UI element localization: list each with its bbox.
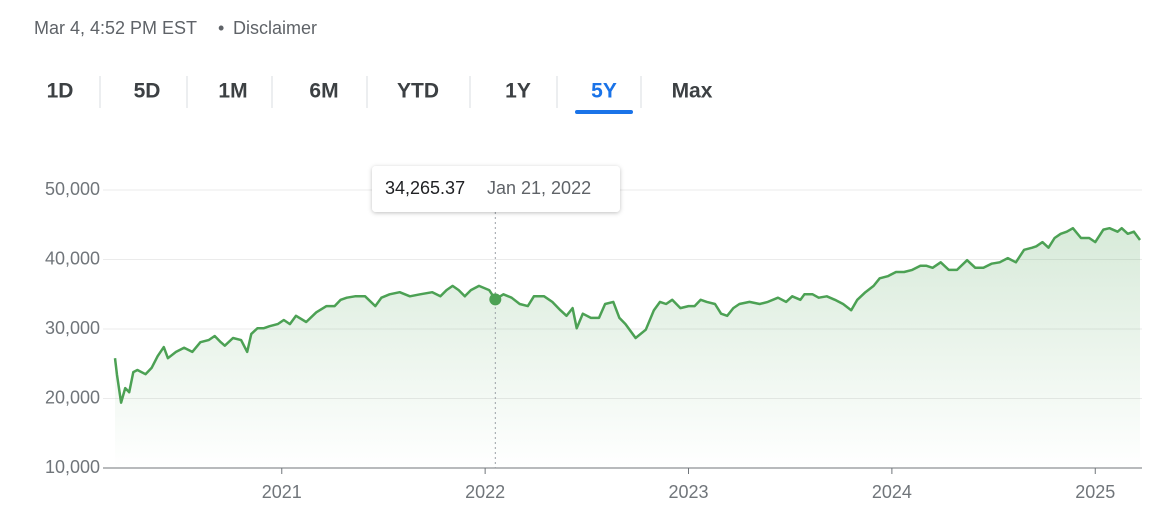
x-tick-label: 2025 <box>1075 482 1115 502</box>
range-tab[interactable]: 5Y <box>591 80 617 103</box>
range-tab[interactable]: Max <box>672 80 713 103</box>
range-tab[interactable]: 1D <box>47 80 74 103</box>
y-tick-label: 30,000 <box>45 318 100 338</box>
y-tick-label: 10,000 <box>45 457 100 477</box>
x-tick-label: 2022 <box>465 482 505 502</box>
y-tick-label: 20,000 <box>45 387 100 407</box>
hover-point <box>489 293 502 306</box>
range-tab[interactable]: 6M <box>309 80 338 103</box>
tooltip-value: 34,265.37 <box>385 178 465 198</box>
range-tab[interactable]: YTD <box>397 80 439 103</box>
tooltip-date: Jan 21, 2022 <box>487 178 591 198</box>
disclaimer-link[interactable]: Disclaimer <box>233 18 317 38</box>
header-timestamp: Mar 4, 4:52 PM EST <box>34 18 197 38</box>
tab-underline <box>575 110 633 114</box>
range-tabs: 1D 5D 1M 6M YTD 1Y 5Y Max <box>47 76 713 114</box>
price-line <box>113 226 1142 404</box>
plot: 10,000 20,000 30,000 40,000 50,000 2021 2022 20… <box>45 166 1142 502</box>
header-separator: • <box>218 18 224 38</box>
range-tab[interactable]: 5D <box>134 80 161 103</box>
x-tick-label: 2024 <box>872 482 912 502</box>
y-tick-label: 40,000 <box>45 248 100 268</box>
range-tab[interactable]: 1M <box>218 80 247 103</box>
area <box>115 228 1140 468</box>
x-tick-label: 2023 <box>668 482 708 502</box>
range-tab[interactable]: 1Y <box>505 80 531 103</box>
y-tick-label: 50,000 <box>45 179 100 199</box>
x-tick-label: 2021 <box>262 482 302 502</box>
tooltip-box <box>372 166 620 212</box>
